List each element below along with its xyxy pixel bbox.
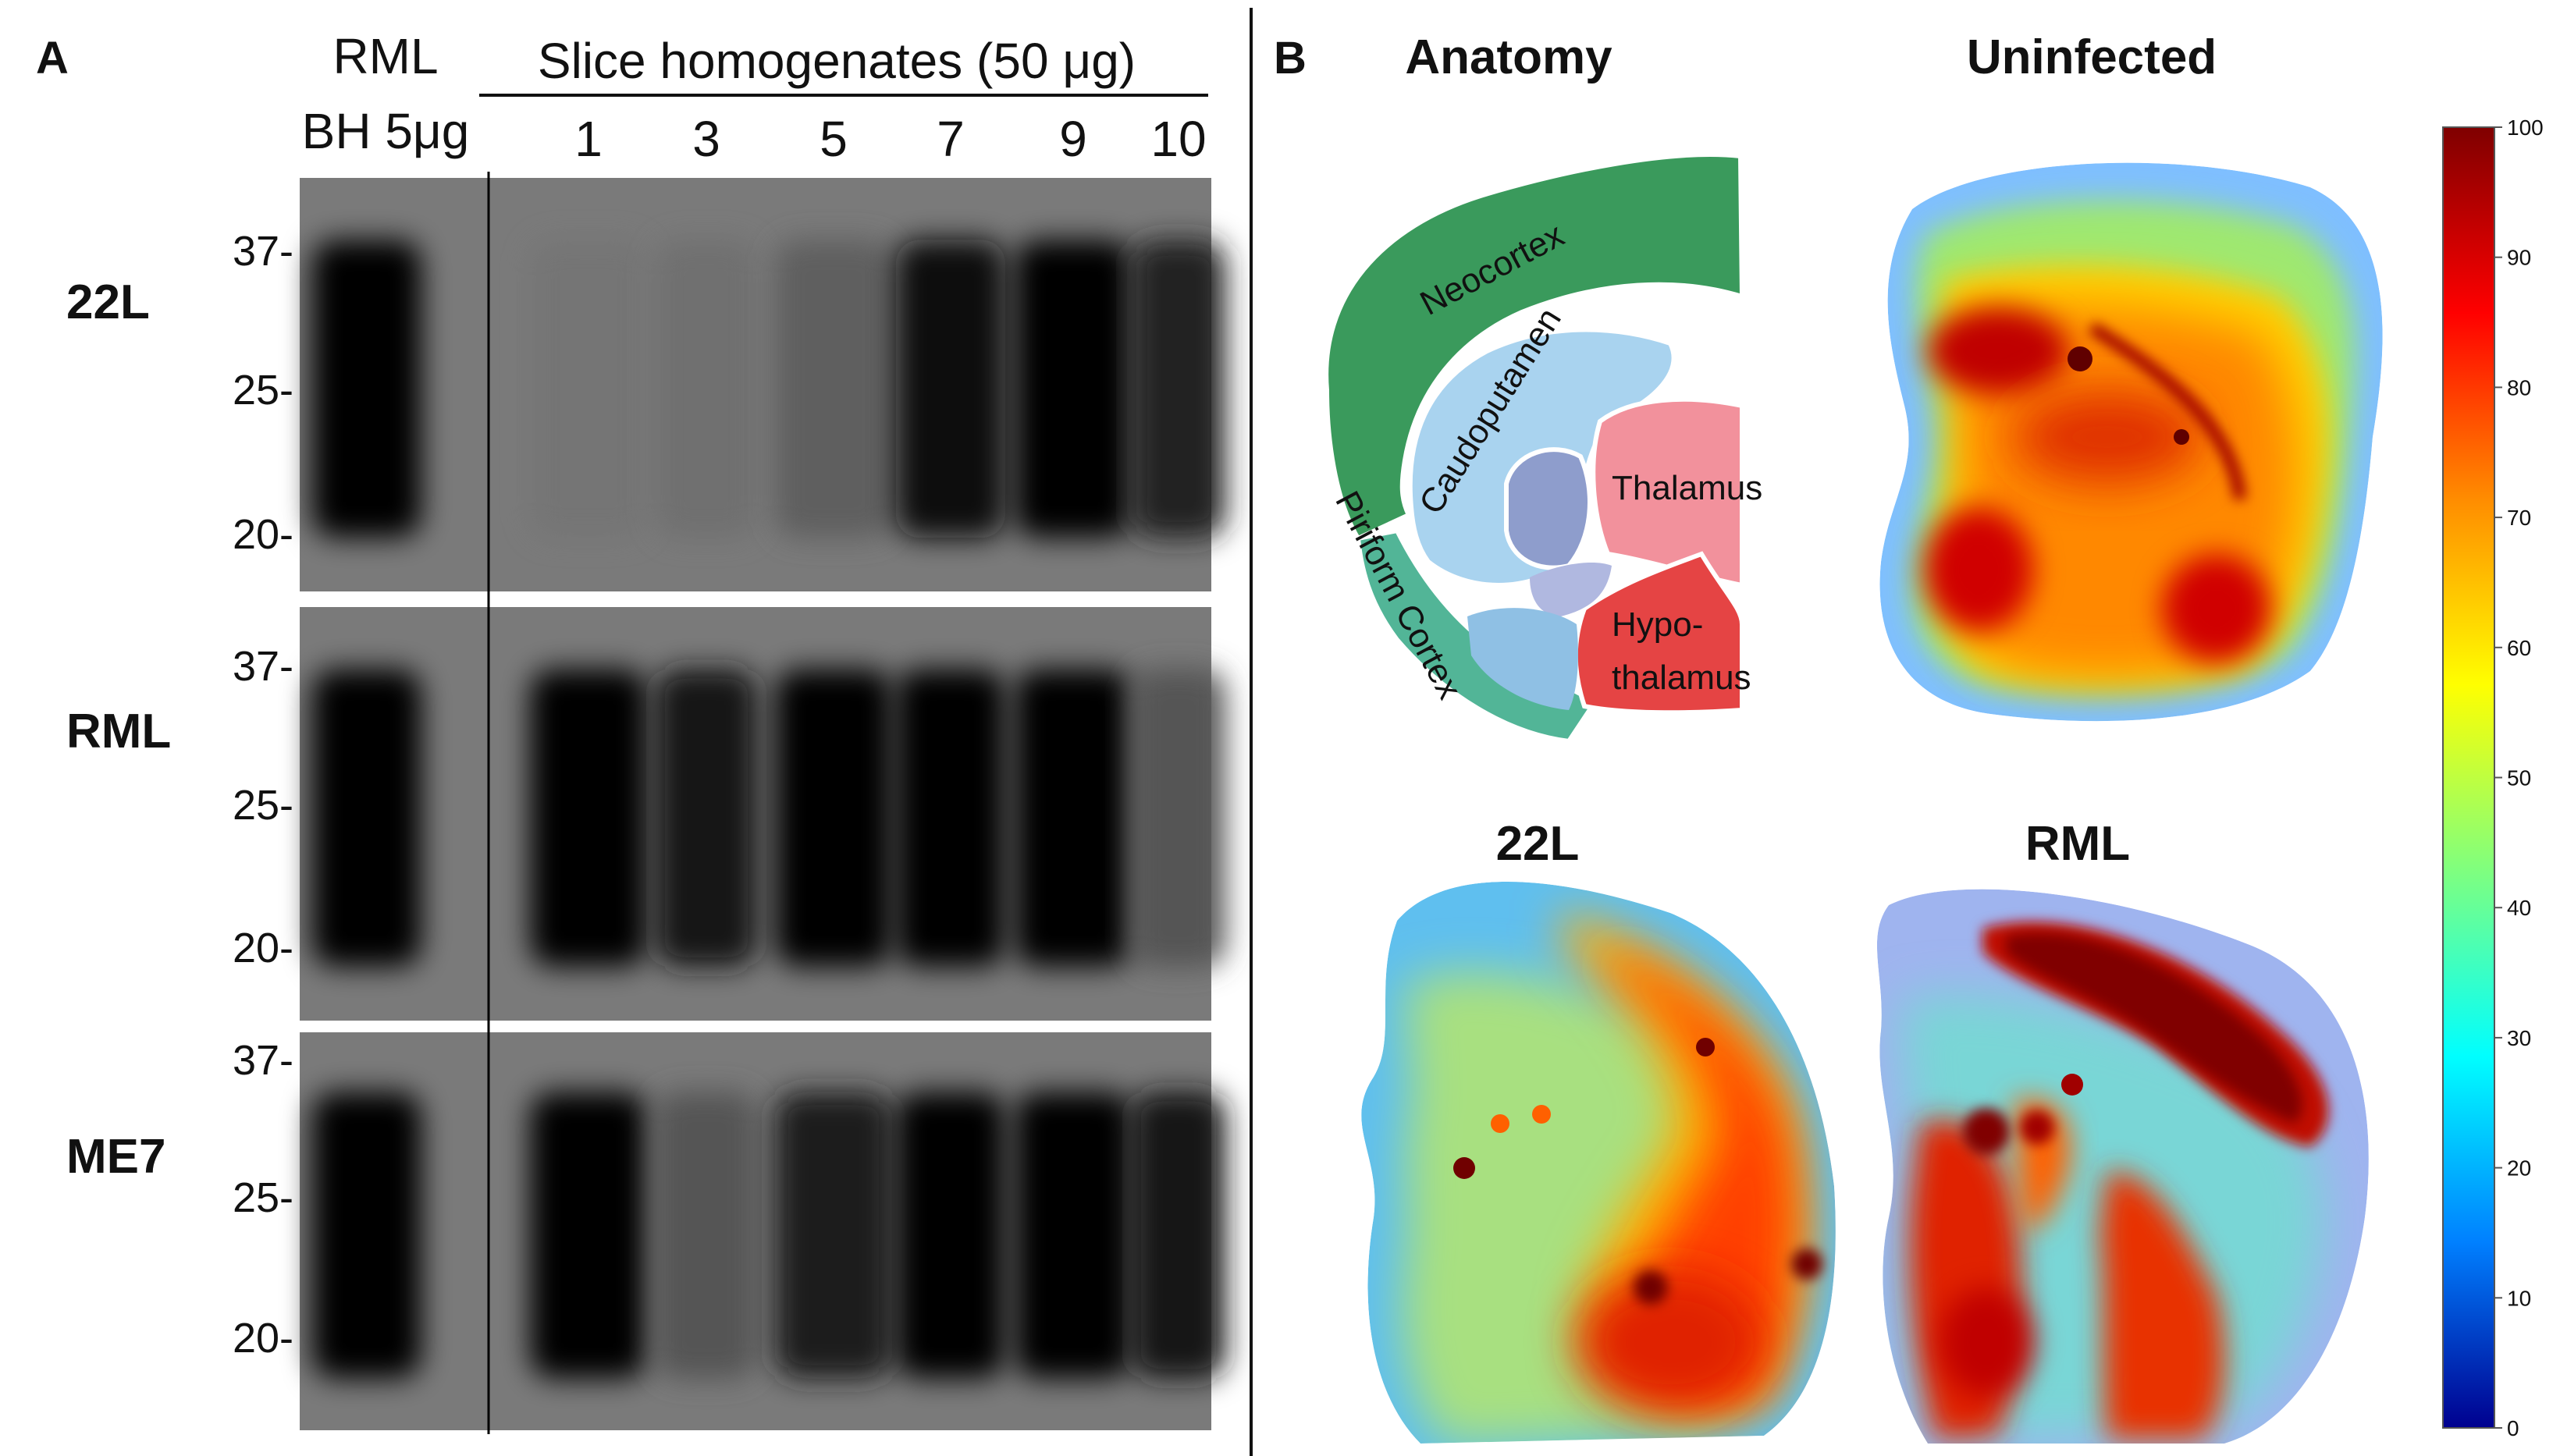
mw-marker-label: 25- <box>233 1174 293 1221</box>
slice-header: Slice homogenates (50 μg) <box>538 33 1136 89</box>
mw-marker-label: 20- <box>233 1315 293 1362</box>
blot-band <box>1015 669 1132 968</box>
mw-marker-label: 37- <box>233 1037 293 1084</box>
control-header-line2: BH 5μg <box>302 103 470 159</box>
western-blots: 22L 37- 25- 20- RML 37- 25- 20- ME7 37- 25- 20- <box>66 178 1225 1430</box>
blot-band <box>656 669 757 968</box>
blot-band <box>312 240 421 538</box>
blot-22l: 22L 37- 25- 20- <box>66 178 1225 591</box>
blot-band <box>1015 240 1132 538</box>
blot-strain-label: RML <box>66 705 171 758</box>
colorbar-tick-label: 30 <box>2507 1026 2531 1050</box>
colorbar-tick-label: 40 <box>2507 896 2531 920</box>
blot-band <box>896 1092 1005 1379</box>
mw-marker-label: 37- <box>233 228 293 275</box>
blot-band <box>775 669 892 968</box>
blot-band <box>775 240 892 538</box>
lane-label: 3 <box>692 111 720 167</box>
colorbar-tick-label: 0 <box>2507 1416 2519 1440</box>
mw-marker-label: 20- <box>233 511 293 558</box>
amygdala-region <box>1467 608 1578 710</box>
rml-title: RML <box>2025 817 2130 871</box>
anterior-commissure-region <box>1530 562 1612 616</box>
mw-marker-label: 37- <box>233 643 293 690</box>
heatmap-rml <box>1876 889 2369 1444</box>
blot-band <box>530 669 647 968</box>
blot-band <box>896 240 1005 538</box>
blot-strain-label: ME7 <box>66 1130 165 1184</box>
blot-band <box>1132 240 1225 538</box>
thalamus-label: Thalamus <box>1612 469 1762 507</box>
hypothalamus-label-line1: Hypo- <box>1612 605 1703 644</box>
control-header-line1: RML <box>332 28 438 84</box>
blot-rml: RML 37- 25- 20- <box>66 607 1225 1021</box>
colorbar-tick-label: 70 <box>2507 506 2531 530</box>
mw-marker-label: 20- <box>233 925 293 971</box>
hypothalamus-label-line2: thalamus <box>1612 659 1751 697</box>
blot-band <box>530 1092 647 1379</box>
neocortex-region <box>1324 152 1745 542</box>
colorbar-tick-label: 50 <box>2507 766 2531 790</box>
heatmap-22l <box>1361 882 1836 1444</box>
uninfected-title: Uninfected <box>1967 30 2217 84</box>
blot-me7: ME7 37- 25- 20- <box>66 1032 1225 1430</box>
colorbar-tick-label: 20 <box>2507 1156 2531 1181</box>
mw-marker-label: 25- <box>233 782 293 829</box>
lane-label: 7 <box>937 111 965 167</box>
blot-band <box>530 240 647 538</box>
colorbar-tick-label: 60 <box>2507 636 2531 660</box>
heatmap-uninfected <box>1879 162 2383 722</box>
lane-label: 10 <box>1150 111 1206 167</box>
striatum-core-region <box>1504 447 1592 570</box>
blot-band <box>1132 669 1225 968</box>
lane-label: 5 <box>820 111 848 167</box>
colorbar-tick-label: 100 <box>2507 115 2544 140</box>
blot-band <box>656 240 757 538</box>
colorbar-tick-label: 90 <box>2507 246 2531 270</box>
lane-label: 1 <box>574 111 603 167</box>
blot-band <box>656 1092 757 1379</box>
blot-band <box>312 669 421 968</box>
22l-title: 22L <box>1496 817 1580 871</box>
blot-strain-label: 22L <box>66 275 150 329</box>
blot-band <box>312 1092 421 1379</box>
anatomy-title: Anatomy <box>1405 30 1612 84</box>
panel-a-letter: A <box>36 33 69 83</box>
colorbar-gradient <box>2442 126 2495 1429</box>
blot-band <box>1015 1092 1132 1379</box>
lane-label: 9 <box>1059 111 1087 167</box>
lane-labels: 1 3 5 7 9 10 <box>574 111 1206 167</box>
blot-band <box>1132 1092 1225 1379</box>
panel-b-letter: B <box>1274 33 1307 83</box>
blot-band <box>775 1092 892 1379</box>
anatomy-diagram: Neocortex Caudoputamen Thalamus Hypo- th… <box>1324 152 1762 744</box>
colorbar-tick-label: 10 <box>2507 1286 2531 1310</box>
blot-band <box>896 669 1005 968</box>
colorbar-tick-label: 80 <box>2507 375 2531 400</box>
hypothalamus-region <box>1573 551 1744 716</box>
mw-marker-label: 25- <box>233 367 293 414</box>
